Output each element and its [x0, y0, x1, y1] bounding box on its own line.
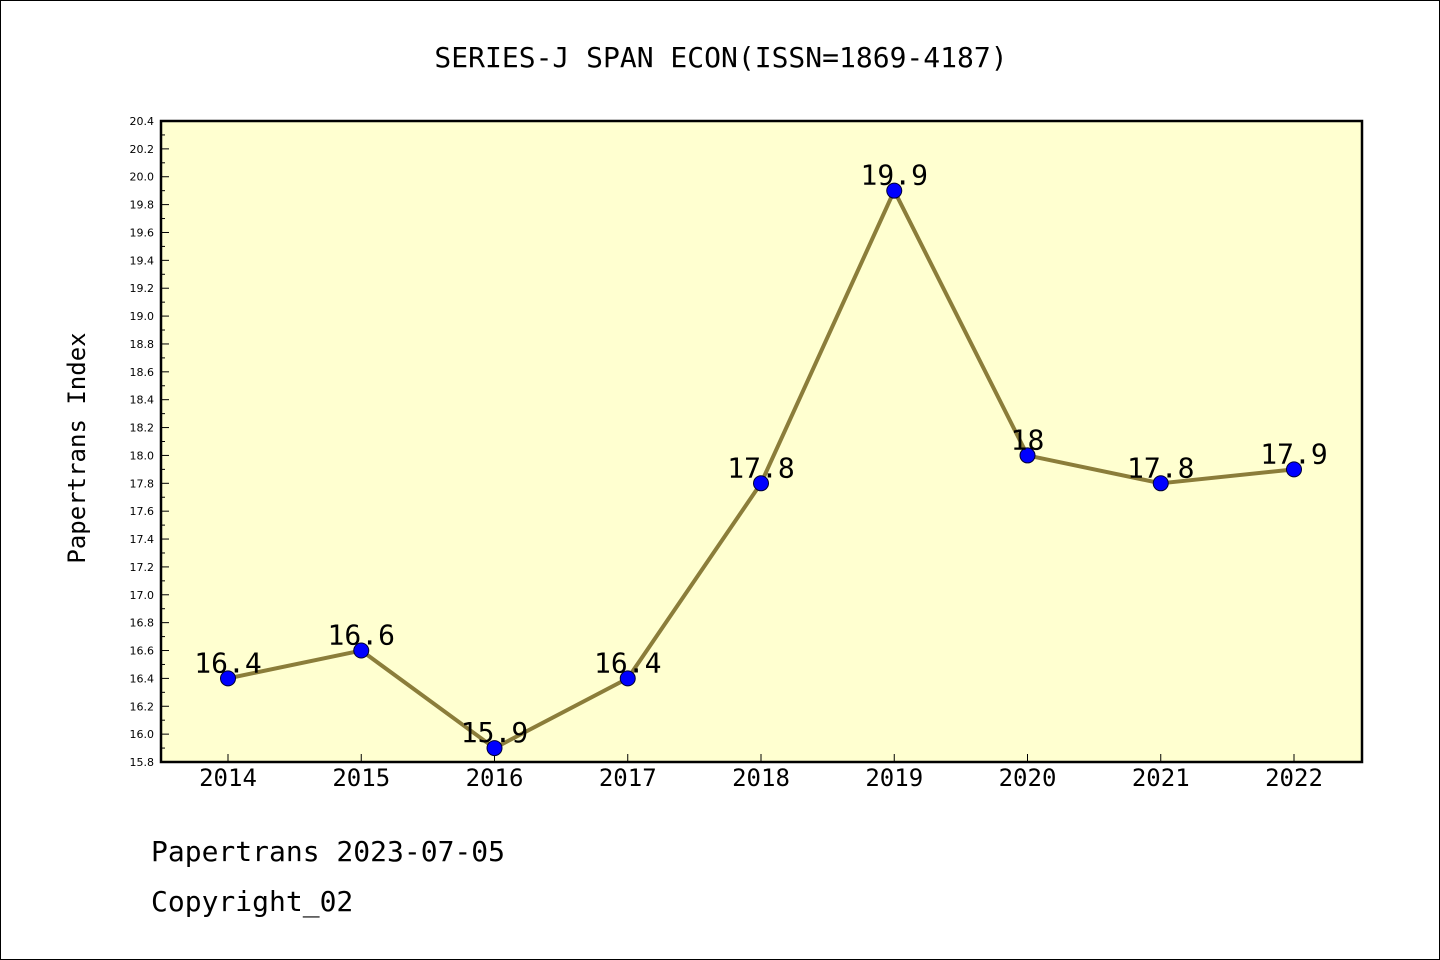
data-markers: [220, 182, 1302, 757]
data-label: 16.4: [594, 646, 661, 679]
x-tick-label: 2019: [865, 764, 923, 792]
y-tick-label: 16.2: [130, 700, 155, 713]
data-point: [220, 670, 236, 687]
data-point: [353, 642, 370, 659]
y-tick-label: 18.6: [130, 366, 155, 379]
x-axis: 2014 2015 2016 2017 2018 2019 2020 2021 2022: [199, 754, 1323, 792]
data-label: 17.8: [727, 451, 794, 484]
y-tick-label: 19.0: [130, 310, 155, 323]
y-tick-label: 18.4: [130, 394, 155, 407]
data-point: [619, 670, 636, 687]
y-axis: 15.8 16.0 16.2 16.4 16.6 16.8 17.0 17.2 17.4 17.6…: [130, 115, 169, 769]
y-tick-label: 15.8: [130, 756, 155, 769]
y-tick-label: 16.4: [130, 672, 155, 685]
data-label: 16.4: [194, 646, 261, 679]
y-tick-label: 17.4: [130, 533, 155, 546]
y-tick-label: 19.4: [130, 254, 155, 267]
y-tick-label: 20.4: [130, 115, 155, 128]
data-labels: 16.4 16.6 15.9 16.4 17.8 19.9 18 17.8 17.9: [194, 159, 1327, 749]
data-label: 16.6: [328, 619, 395, 652]
x-tick-label: 2017: [599, 764, 657, 792]
data-point: [753, 475, 769, 492]
plot-area: [159, 119, 1364, 764]
data-point: [1019, 447, 1036, 464]
data-label: 17.9: [1260, 437, 1327, 470]
footer-copyright-text: Copyright_02: [151, 885, 354, 918]
y-tick-label: 18.8: [130, 338, 155, 351]
data-point: [886, 182, 903, 199]
data-point: [1152, 475, 1169, 492]
x-tick-label: 2015: [332, 764, 390, 792]
y-tick-label: 17.8: [130, 477, 155, 490]
y-tick-label: 20.2: [130, 143, 155, 156]
data-point: [486, 740, 503, 757]
y-tick-label: 19.8: [130, 199, 155, 212]
data-label: 18: [1011, 423, 1045, 456]
y-tick-label: 19.2: [130, 282, 155, 295]
x-tick-label: 2020: [999, 764, 1057, 792]
x-tick-label: 2021: [1132, 764, 1190, 792]
data-point: [1286, 461, 1302, 478]
y-tick-label: 16.0: [130, 728, 155, 741]
footer-date-text: Papertrans 2023-07-05: [151, 835, 506, 868]
y-tick-label: 16.6: [130, 645, 155, 658]
y-tick-label: 17.6: [130, 505, 155, 518]
y-tick-label: 20.0: [130, 171, 155, 184]
x-tick-label: 2016: [466, 764, 524, 792]
y-tick-label: 16.8: [130, 617, 155, 630]
x-tick-label: 2018: [732, 764, 790, 792]
y-tick-label: 18.0: [130, 449, 155, 462]
y-tick-label: 18.2: [130, 422, 155, 435]
y-tick-label: 17.2: [130, 561, 155, 574]
x-tick-label: 2014: [199, 764, 257, 792]
y-axis-label: Papertrans Index: [63, 332, 91, 563]
chart-title: SERIES-J SPAN ECON(ISSN=1869-4187): [434, 41, 1007, 74]
data-label: 17.8: [1127, 451, 1194, 484]
y-tick-label: 19.6: [130, 226, 155, 239]
y-tick-label: 17.0: [130, 589, 155, 602]
data-label: 19.9: [861, 159, 928, 192]
x-tick-label: 2022: [1265, 764, 1323, 792]
data-label: 15.9: [461, 716, 528, 749]
